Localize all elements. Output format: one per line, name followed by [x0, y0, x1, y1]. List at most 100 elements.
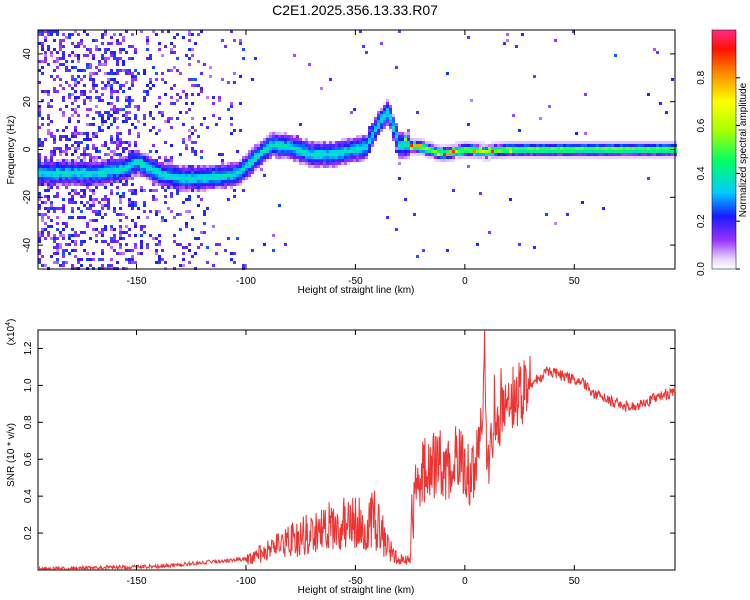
- spectrogram-cell: [116, 39, 119, 42]
- spectrogram-cell: [68, 54, 71, 57]
- spectrogram-cell: [239, 177, 242, 180]
- spectrogram-cell: [269, 150, 272, 153]
- spectrogram-cell: [56, 237, 59, 240]
- spectrogram-cell: [116, 144, 119, 147]
- spectrogram-cell: [92, 171, 95, 174]
- spectrogram-cell: [170, 51, 173, 54]
- spectrogram-cell: [236, 174, 239, 177]
- spectrogram-cell: [374, 129, 377, 132]
- spectrogram-cell: [302, 159, 305, 162]
- spectrogram-cell: [77, 75, 80, 78]
- spectrogram-cell: [635, 156, 638, 159]
- spectrogram-cell: [77, 165, 80, 168]
- spectrogram-cell: [68, 96, 71, 99]
- bottom-y-tick-label: 1.2: [23, 341, 34, 355]
- spectrogram-cell: [128, 171, 131, 174]
- spectrogram-cell: [149, 180, 152, 183]
- spectrogram-cell: [206, 177, 209, 180]
- spectrogram-cell: [413, 138, 416, 141]
- spectrogram-cell: [86, 252, 89, 255]
- spectrogram-cell: [269, 138, 272, 141]
- spectrogram-cell: [89, 195, 92, 198]
- spectrogram-cell: [179, 189, 182, 192]
- spectrogram-cell: [344, 153, 347, 156]
- spectrogram-cell: [185, 222, 188, 225]
- spectrogram-cell: [188, 249, 191, 252]
- spectrogram-cell: [107, 204, 110, 207]
- spectrogram-cell: [233, 180, 236, 183]
- spectrogram-cell: [209, 165, 212, 168]
- spectrogram-cell: [197, 237, 200, 240]
- spectrogram-cell: [530, 141, 533, 144]
- spectrogram-cell: [404, 156, 407, 159]
- spectrogram-cell: [200, 177, 203, 180]
- spectrogram-cell: [137, 135, 140, 138]
- spectrogram-cell: [59, 153, 62, 156]
- spectrogram-cell: [446, 156, 449, 159]
- spectrogram-cell: [83, 99, 86, 102]
- spectrogram-cell: [137, 156, 140, 159]
- spectrogram-cell: [623, 144, 626, 147]
- spectrogram-cell: [173, 216, 176, 219]
- spectrogram-cell: [161, 114, 164, 117]
- spectrogram-cell: [203, 180, 206, 183]
- spectrogram-cell: [92, 123, 95, 126]
- spectrogram-cell: [404, 135, 407, 138]
- spectrogram-cell: [179, 177, 182, 180]
- spectrogram-cell: [62, 57, 65, 60]
- spectrogram-cell: [632, 144, 635, 147]
- spectrogram-cell: [650, 147, 653, 150]
- spectrogram-cell: [116, 153, 119, 156]
- spectrogram-cell: [149, 159, 152, 162]
- spectrogram-cell: [77, 141, 80, 144]
- spectrogram-cell: [89, 219, 92, 222]
- spectrogram-cell: [671, 150, 674, 153]
- spectrogram-cell: [308, 165, 311, 168]
- spectrogram-cell: [452, 156, 455, 159]
- spectrogram-cell: [239, 159, 242, 162]
- spectrogram-cell: [95, 171, 98, 174]
- spectrogram-cell: [548, 147, 551, 150]
- spectrogram-cell: [332, 159, 335, 162]
- spectrogram-cell: [140, 189, 143, 192]
- spectrogram-cell: [581, 141, 584, 144]
- spectrogram-cell: [470, 156, 473, 159]
- spectrogram-cell: [50, 54, 53, 57]
- spectrogram-cell: [62, 210, 65, 213]
- spectrogram-cell: [38, 69, 41, 72]
- spectrogram-cell: [134, 126, 137, 129]
- spectrogram-cell: [110, 177, 113, 180]
- spectrogram-cell: [194, 129, 197, 132]
- colorbar-tick-label: 0.6: [696, 118, 707, 132]
- spectrogram-cell: [128, 111, 131, 114]
- spectrogram-cell: [590, 150, 593, 153]
- spectrogram-cell: [635, 144, 638, 147]
- spectrogram-cell: [194, 150, 197, 153]
- spectrogram-cell: [209, 177, 212, 180]
- spectrogram-cell: [80, 189, 83, 192]
- spectrogram-cell: [239, 39, 242, 42]
- spectrogram-cell: [473, 153, 476, 156]
- spectrogram-cell: [401, 135, 404, 138]
- spectrogram-cell: [224, 249, 227, 252]
- spectrogram-cell: [149, 87, 152, 90]
- spectrogram-cell: [128, 117, 131, 120]
- spectrogram-cell: [53, 180, 56, 183]
- spectrogram-cell: [353, 108, 356, 111]
- spectrogram-cell: [68, 216, 71, 219]
- spectrogram-cell: [44, 180, 47, 183]
- spectrogram-cell: [92, 132, 95, 135]
- spectrogram-cell: [38, 33, 41, 36]
- spectrogram-cell: [515, 141, 518, 144]
- spectrogram-cell: [41, 66, 44, 69]
- spectrogram-cell: [386, 102, 389, 105]
- spectrogram-cell: [215, 165, 218, 168]
- spectrogram-cell: [278, 138, 281, 141]
- spectrogram-cell: [623, 150, 626, 153]
- spectrogram-cell: [158, 258, 161, 261]
- spectrogram-cell: [101, 258, 104, 261]
- spectrogram-cell: [566, 213, 569, 216]
- spectrogram-cell: [479, 153, 482, 156]
- spectrogram-cell: [476, 150, 479, 153]
- spectrogram-cell: [347, 162, 350, 165]
